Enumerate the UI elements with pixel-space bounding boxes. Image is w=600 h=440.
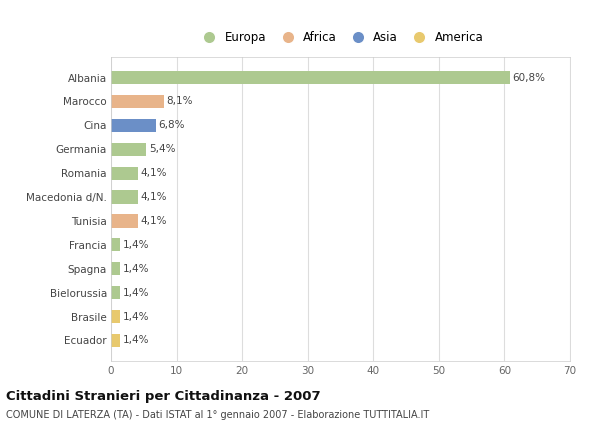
Text: Cittadini Stranieri per Cittadinanza - 2007: Cittadini Stranieri per Cittadinanza - 2…: [6, 390, 320, 403]
Text: 4,1%: 4,1%: [140, 168, 167, 178]
Bar: [111, 119, 155, 132]
Bar: [111, 95, 164, 108]
Bar: [111, 167, 138, 180]
Bar: [111, 191, 138, 204]
Text: 1,4%: 1,4%: [123, 335, 149, 345]
Text: 8,1%: 8,1%: [167, 96, 193, 106]
Bar: [111, 214, 138, 227]
Text: 6,8%: 6,8%: [158, 121, 185, 130]
Bar: [111, 310, 120, 323]
Bar: [111, 334, 120, 347]
Bar: [111, 71, 509, 84]
Text: 1,4%: 1,4%: [123, 264, 149, 274]
Text: 4,1%: 4,1%: [140, 192, 167, 202]
Text: 60,8%: 60,8%: [512, 73, 545, 83]
Text: 1,4%: 1,4%: [123, 288, 149, 297]
Text: 5,4%: 5,4%: [149, 144, 176, 154]
Text: COMUNE DI LATERZA (TA) - Dati ISTAT al 1° gennaio 2007 - Elaborazione TUTTITALIA: COMUNE DI LATERZA (TA) - Dati ISTAT al 1…: [6, 410, 429, 420]
Bar: [111, 238, 120, 251]
Bar: [111, 262, 120, 275]
Text: 1,4%: 1,4%: [123, 312, 149, 322]
Bar: [111, 286, 120, 299]
Text: 4,1%: 4,1%: [140, 216, 167, 226]
Text: 1,4%: 1,4%: [123, 240, 149, 250]
Bar: [111, 143, 146, 156]
Legend: Europa, Africa, Asia, America: Europa, Africa, Asia, America: [193, 27, 488, 49]
